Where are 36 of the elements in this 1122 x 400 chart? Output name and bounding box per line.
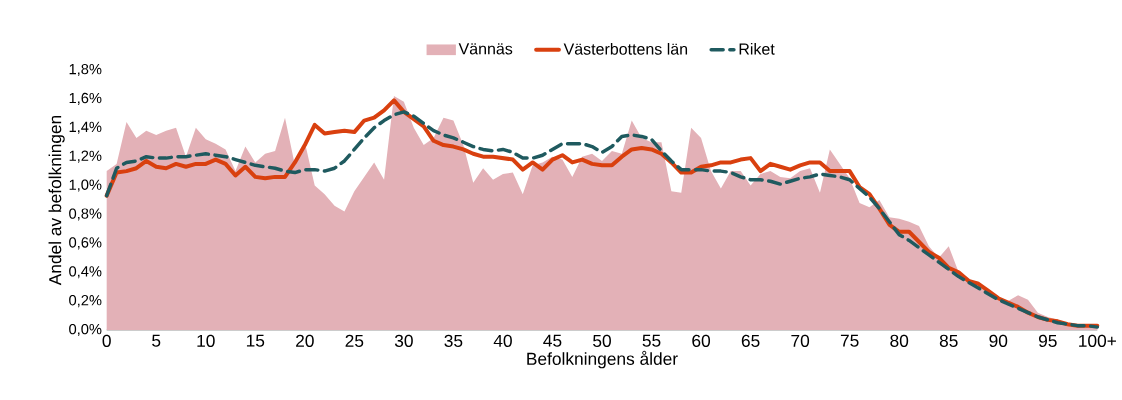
x-tick-label: 95 bbox=[1038, 334, 1057, 347]
x-tick-label: 5 bbox=[152, 334, 161, 347]
x-axis-title: Befolkningens ålder bbox=[527, 350, 678, 369]
x-tick-label: 30 bbox=[394, 334, 413, 347]
x-tick-label: 90 bbox=[989, 334, 1008, 347]
y-tick-label: 1,8% bbox=[69, 63, 102, 77]
x-tick-label: 60 bbox=[692, 334, 711, 347]
legend-label: Riket bbox=[739, 43, 775, 55]
x-tick-label: 40 bbox=[493, 334, 512, 347]
x-tick-label: 20 bbox=[296, 334, 314, 347]
y-tick-label: 1,0% bbox=[69, 179, 102, 192]
x-tick-label: 100+ bbox=[1079, 334, 1116, 347]
y-tick-label: 1,4% bbox=[69, 121, 102, 134]
x-tick-label: 10 bbox=[197, 334, 215, 347]
x-tick-label: 65 bbox=[741, 334, 760, 347]
x-tick-label: 25 bbox=[345, 334, 364, 347]
x-tick-label: 45 bbox=[543, 334, 562, 347]
y-tick-label: 0,0% bbox=[69, 323, 102, 337]
y-tick-label: 0,6% bbox=[69, 237, 102, 250]
x-tick-label: 55 bbox=[642, 334, 661, 347]
y-axis-title: Andel av befolkningen bbox=[48, 115, 65, 286]
y-tick-label: 0,4% bbox=[69, 266, 102, 279]
x-tick-label: 70 bbox=[791, 334, 810, 347]
y-tick-label: 0,8% bbox=[69, 208, 102, 221]
x-tick-label: 75 bbox=[840, 334, 859, 347]
x-tick-label: 0 bbox=[102, 334, 111, 347]
x-tick-label: 85 bbox=[939, 334, 958, 347]
legend-label: Vännäs bbox=[458, 43, 513, 55]
x-tick-label: 80 bbox=[890, 334, 909, 347]
x-tick-label: 15 bbox=[246, 334, 265, 347]
x-tick-label: 50 bbox=[593, 334, 611, 347]
y-tick-label: 1,6% bbox=[69, 92, 102, 105]
y-tick-label: 1,2% bbox=[69, 150, 102, 163]
x-tick-label: 35 bbox=[444, 334, 463, 347]
y-tick-label: 0,2% bbox=[69, 295, 102, 308]
legend-label: Västerbottens län bbox=[563, 43, 688, 55]
